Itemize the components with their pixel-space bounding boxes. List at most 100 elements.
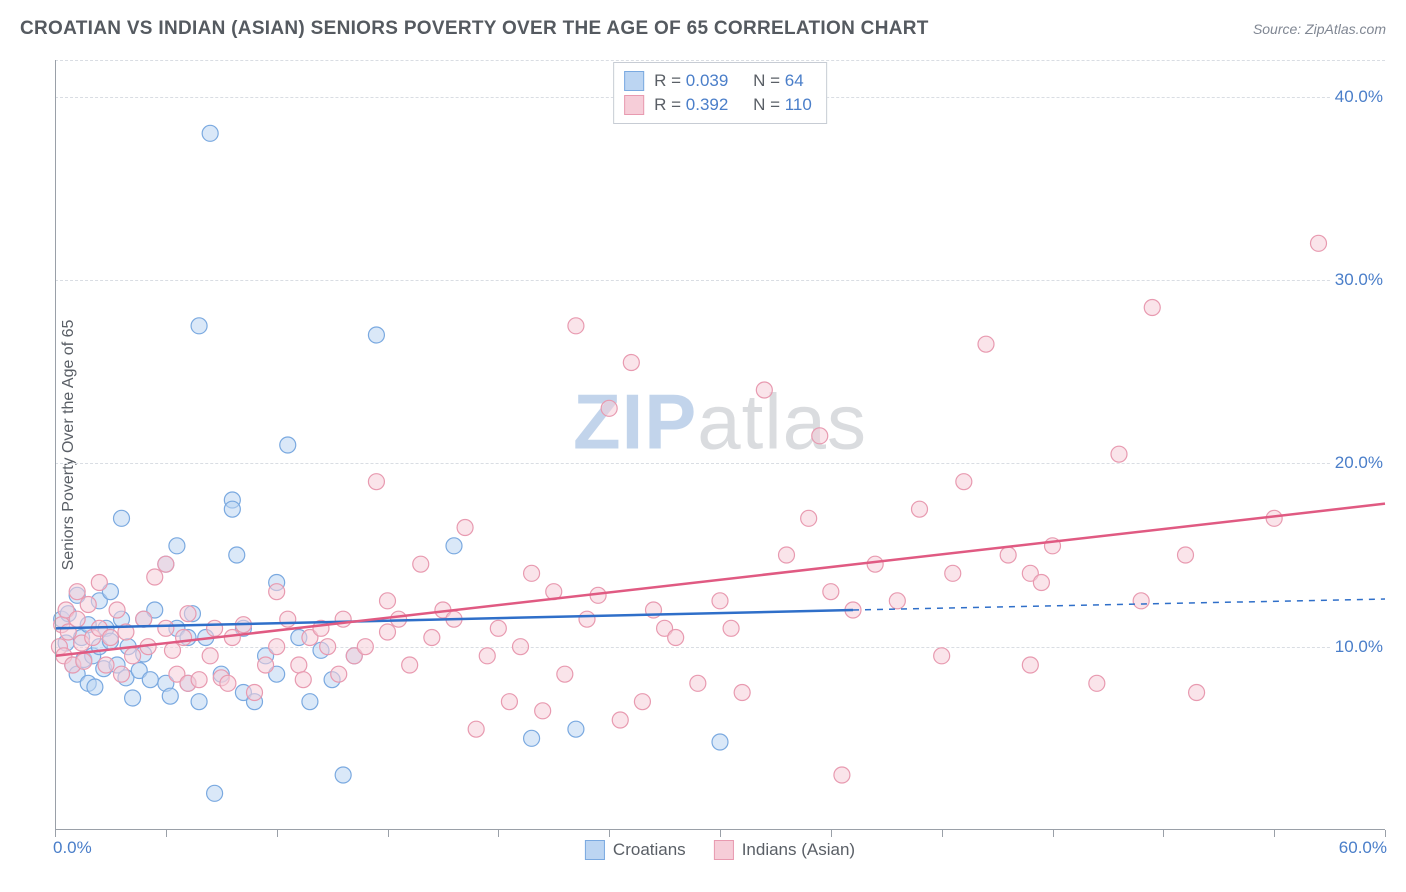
data-point: [1089, 675, 1105, 691]
data-point: [125, 648, 141, 664]
data-point: [468, 721, 484, 737]
data-point: [402, 657, 418, 673]
data-point: [490, 620, 506, 636]
data-point: [823, 584, 839, 600]
data-point: [524, 565, 540, 581]
x-tick: [720, 830, 721, 837]
data-point: [295, 672, 311, 688]
data-point: [446, 538, 462, 554]
data-point: [207, 785, 223, 801]
data-point: [424, 630, 440, 646]
data-point: [335, 611, 351, 627]
data-point: [601, 400, 617, 416]
source-attribution: Source: ZipAtlas.com: [1253, 21, 1386, 37]
legend-swatch-0: [624, 71, 644, 91]
data-point: [712, 593, 728, 609]
data-point: [269, 639, 285, 655]
data-point: [513, 639, 529, 655]
data-point: [867, 556, 883, 572]
data-point: [158, 620, 174, 636]
data-point: [1144, 300, 1160, 316]
data-point: [291, 657, 307, 673]
regression-line-dashed: [853, 599, 1385, 610]
data-point: [247, 685, 263, 701]
data-point: [1178, 547, 1194, 563]
data-point: [191, 318, 207, 334]
data-point: [180, 606, 196, 622]
data-point: [524, 730, 540, 746]
y-axis-line: [55, 60, 56, 830]
title-bar: CROATIAN VS INDIAN (ASIAN) SENIORS POVER…: [20, 18, 1386, 40]
data-point: [147, 569, 163, 585]
data-point: [69, 611, 85, 627]
legend-n-1: 110: [785, 95, 812, 114]
legend-stats-row-0: R = 0.039 N = 64: [624, 69, 812, 93]
data-point: [712, 734, 728, 750]
data-point: [734, 685, 750, 701]
data-point: [109, 602, 125, 618]
plot-area: Seniors Poverty Over the Age of 65 10.0%…: [55, 60, 1385, 830]
data-point: [568, 318, 584, 334]
data-point: [457, 520, 473, 536]
data-point: [413, 556, 429, 572]
data-point: [1033, 575, 1049, 591]
data-point: [229, 547, 245, 563]
data-point: [934, 648, 950, 664]
legend-series-label-0: Croatians: [613, 840, 686, 860]
x-tick: [1163, 830, 1164, 837]
legend-series-label-1: Indians (Asian): [742, 840, 855, 860]
data-point: [535, 703, 551, 719]
data-point: [224, 630, 240, 646]
data-point: [812, 428, 828, 444]
legend-swatch-1: [624, 95, 644, 115]
data-point: [1311, 235, 1327, 251]
data-point: [368, 474, 384, 490]
data-point: [80, 597, 96, 613]
data-point: [76, 653, 92, 669]
data-point: [889, 593, 905, 609]
data-point: [801, 510, 817, 526]
data-point: [320, 639, 336, 655]
legend-r-1: 0.392: [686, 95, 729, 114]
chart-title: CROATIAN VS INDIAN (ASIAN) SENIORS POVER…: [20, 18, 929, 40]
data-point: [98, 657, 114, 673]
data-point: [579, 611, 595, 627]
legend-series-swatch-1: [714, 840, 734, 860]
legend-series: Croatians Indians (Asian): [585, 840, 855, 860]
data-point: [623, 355, 639, 371]
data-point: [956, 474, 972, 490]
x-tick: [942, 830, 943, 837]
x-tick: [277, 830, 278, 837]
legend-n-0: 64: [785, 71, 804, 90]
data-point: [142, 672, 158, 688]
x-tick: [498, 830, 499, 837]
data-point: [269, 584, 285, 600]
data-point: [258, 657, 274, 673]
data-point: [1133, 593, 1149, 609]
data-point: [164, 642, 180, 658]
regression-line: [55, 504, 1385, 656]
data-point: [1111, 446, 1127, 462]
data-point: [945, 565, 961, 581]
data-point: [634, 694, 650, 710]
data-point: [1266, 510, 1282, 526]
data-point: [557, 666, 573, 682]
x-tick: [1385, 830, 1386, 837]
data-point: [158, 556, 174, 572]
x-tick: [831, 830, 832, 837]
data-point: [1189, 685, 1205, 701]
data-point: [224, 501, 240, 517]
data-point: [479, 648, 495, 664]
data-point: [102, 630, 118, 646]
data-point: [202, 125, 218, 141]
data-point: [220, 675, 236, 691]
x-tick: [1274, 830, 1275, 837]
data-point: [191, 672, 207, 688]
x-tick: [388, 830, 389, 837]
data-point: [834, 767, 850, 783]
data-point: [280, 437, 296, 453]
data-point: [380, 593, 396, 609]
data-point: [91, 575, 107, 591]
legend-series-item-1: Indians (Asian): [714, 840, 855, 860]
data-point: [191, 694, 207, 710]
